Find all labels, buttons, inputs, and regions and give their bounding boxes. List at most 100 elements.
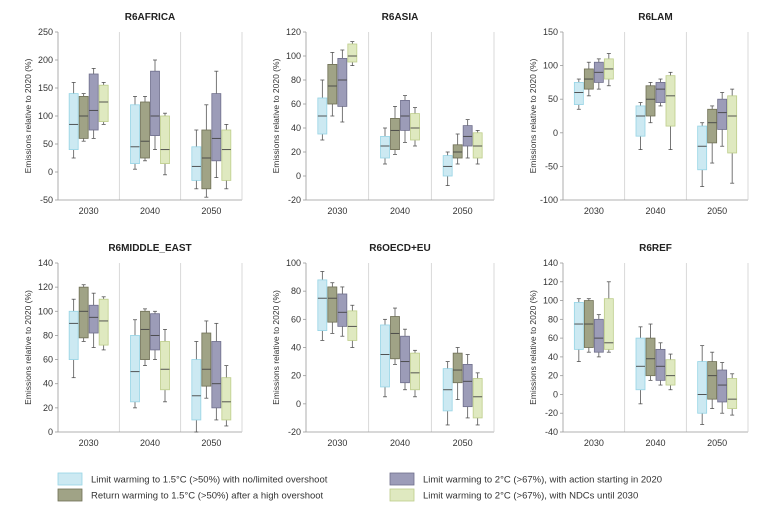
box-iqr: [347, 43, 358, 63]
box-2040-series-3: [150, 310, 160, 360]
box-2050-series-4: [221, 365, 232, 427]
legend-swatch-2c-action-2020: [389, 472, 415, 486]
legend-swatch-2c-ndcs-2030: [389, 488, 415, 502]
box-2030-series-3: [337, 49, 348, 123]
x-tick-label: 2030: [584, 438, 604, 448]
box-2040-series-4: [410, 107, 420, 147]
y-tick-label: 200: [38, 55, 53, 65]
y-tick-label: 60: [43, 355, 53, 365]
x-tick-label: 2050: [707, 438, 727, 448]
box-2050-series-2: [452, 347, 463, 401]
box-2040-series-4: [160, 112, 170, 176]
x-tick-label: 2030: [584, 206, 604, 216]
box-2050-series-2: [452, 133, 463, 165]
box-iqr: [201, 129, 212, 190]
box-2040-series-3: [655, 78, 666, 107]
y-axis-label: Emissions relative to 2020 (%): [23, 290, 33, 405]
box-2040-series-1: [635, 102, 646, 151]
panel-title: R6OECD+EU: [369, 243, 430, 254]
box-iqr: [337, 58, 348, 107]
box-iqr: [98, 84, 109, 122]
box-iqr: [78, 286, 89, 339]
x-tick-label: 2050: [707, 206, 727, 216]
box-2050-series-2: [201, 320, 212, 399]
y-tick-label: 120: [38, 282, 53, 292]
box-2030-series-4: [347, 41, 358, 66]
box-iqr: [191, 359, 202, 421]
y-tick-label: 80: [43, 330, 53, 340]
box-iqr: [98, 298, 109, 346]
y-tick-label: 100: [38, 306, 53, 316]
y-tick-label: -50: [545, 161, 558, 171]
box-iqr: [603, 298, 614, 350]
box-iqr: [337, 293, 348, 327]
box-2050-series-3: [211, 70, 222, 179]
y-tick-label: 140: [38, 258, 53, 268]
y-tick-label: 250: [38, 27, 53, 37]
box-2040-series-1: [380, 127, 390, 165]
panel-title: R6ASIA: [382, 12, 419, 23]
box-2040-series-4: [665, 71, 676, 151]
box-iqr: [150, 313, 160, 351]
box-2050-series-3: [717, 92, 728, 147]
box-2030-series-2: [583, 298, 594, 353]
box-iqr: [707, 108, 718, 144]
box-2050-series-3: [717, 362, 728, 414]
y-tick-label: 20: [291, 147, 301, 157]
box-2030-series-1: [68, 298, 79, 379]
panel-r6asia: R6ASIA Emissions relative to 2020 (%) -20 0…: [271, 12, 495, 216]
y-axis-label: Emissions relative to 2020 (%): [528, 290, 538, 405]
box-iqr: [635, 337, 646, 391]
box-2030-series-3: [88, 292, 99, 348]
legend-label-2c-ndcs-2030: Limit warming to 2°C (>67%), with NDCs u…: [423, 491, 638, 502]
box-2050-series-1: [442, 151, 453, 187]
box-iqr: [717, 369, 728, 403]
panel-r6middle-east: R6MIDDLE_EAST Emissions relative to 2020 …: [23, 243, 243, 448]
box-2050-series-4: [472, 129, 483, 165]
box-2030-series-2: [78, 93, 89, 142]
box-iqr: [462, 363, 473, 408]
box-iqr: [410, 352, 420, 391]
box-iqr: [707, 361, 718, 400]
box-iqr: [442, 155, 453, 177]
box-2030-series-2: [327, 282, 338, 334]
box-2050-series-1: [697, 122, 708, 187]
box-iqr: [140, 310, 150, 360]
box-iqr: [727, 95, 738, 154]
box-iqr: [717, 98, 728, 130]
box-2030-series-4: [98, 296, 109, 351]
box-2050-series-3: [462, 354, 473, 419]
box-iqr: [462, 125, 473, 147]
x-tick-label: 2030: [327, 206, 347, 216]
x-tick-label: 2040: [645, 438, 665, 448]
y-tick-label: 100: [286, 258, 301, 268]
y-tick-label: 50: [43, 139, 53, 149]
box-iqr: [327, 64, 338, 105]
panel-title: R6LAM: [638, 12, 672, 23]
y-tick-label: 80: [291, 286, 301, 296]
box-iqr: [452, 352, 463, 384]
y-tick-label: 0: [48, 427, 53, 437]
box-iqr: [211, 341, 222, 409]
y-tick-label: -20: [288, 195, 301, 205]
x-tick-label: 2040: [390, 206, 410, 216]
x-tick-label: 2050: [453, 206, 473, 216]
x-tick-label: 2030: [79, 206, 99, 216]
y-tick-label: -100: [540, 195, 558, 205]
y-tick-label: 120: [286, 27, 301, 37]
y-tick-label: 0: [296, 171, 301, 181]
box-2050-series-1: [442, 361, 453, 426]
box-iqr: [645, 85, 656, 117]
box-iqr: [452, 144, 463, 159]
box-2030-series-1: [573, 298, 584, 362]
box-2030-series-3: [337, 286, 348, 337]
box-iqr: [130, 335, 140, 403]
box-2030-series-4: [98, 82, 109, 125]
panel-title: R6REF: [639, 243, 672, 254]
y-tick-label: 0: [296, 399, 301, 409]
box-iqr: [327, 286, 338, 323]
box-iqr: [317, 279, 328, 331]
panel-r6oecd-eu: R6OECD+EU Emissions relative to 2020 (%) -…: [271, 243, 495, 448]
box-iqr: [221, 377, 232, 421]
y-tick-label: 140: [543, 258, 558, 268]
